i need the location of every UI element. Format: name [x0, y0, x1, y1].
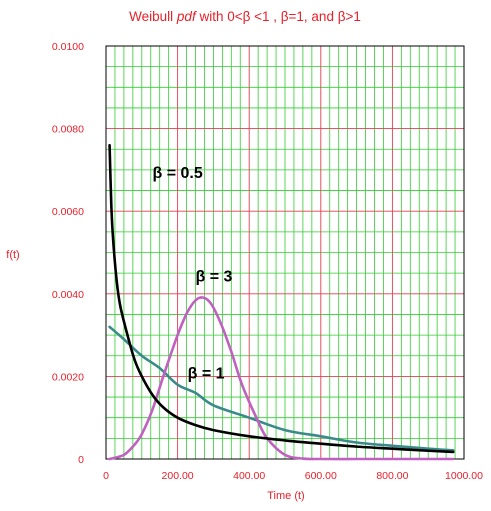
- series-line-1: [108, 143, 455, 454]
- series-line-3: [108, 296, 455, 461]
- x-tick-label: 400.00: [233, 470, 265, 482]
- x-tick-label: 0: [103, 470, 109, 482]
- major-grid: [106, 46, 464, 459]
- series-annotation-label: β = 1: [188, 365, 225, 382]
- y-tick-label: 0.0040: [52, 289, 84, 301]
- y-tick-label: 0.0020: [52, 371, 84, 383]
- x-tick-label: 1000.00: [445, 470, 483, 482]
- annotations: β = 0.5 β = 3 β = 1: [153, 165, 233, 382]
- y-tick-label: 0: [78, 454, 84, 466]
- y-tick-label: 0.0080: [52, 124, 84, 136]
- y-axis-label: f(t): [6, 249, 19, 261]
- chart-title-suffix: with 0<β <1 , β=1, and β>1: [196, 9, 361, 24]
- chart-title-emphasis: pdf: [176, 9, 197, 24]
- x-tick-label: 600.00: [305, 470, 337, 482]
- minor-grid: [106, 46, 464, 459]
- chart-title: Weibull pdf with 0<β <1 , β=1, and β>1: [129, 9, 361, 24]
- series-lines: [108, 143, 455, 461]
- chart-title-prefix: Weibull: [129, 9, 177, 24]
- x-tick-label: 800.00: [376, 470, 408, 482]
- x-tick-labels: 0 200.00 400.00 600.00 800.00 1000.00: [103, 470, 483, 482]
- x-axis-label: Time (t): [267, 490, 304, 502]
- series-annotation-label: β = 0.5: [153, 165, 203, 182]
- y-tick-labels: 0 0.0020 0.0040 0.0060 0.0080 0.0100: [52, 41, 84, 466]
- y-tick-label: 0.0060: [52, 206, 84, 218]
- y-tick-label: 0.0100: [52, 41, 84, 53]
- plot-frame: [105, 45, 465, 460]
- x-tick-label: 200.00: [162, 470, 194, 482]
- series-annotation-label: β = 3: [196, 268, 233, 285]
- series-line-2: [108, 325, 455, 452]
